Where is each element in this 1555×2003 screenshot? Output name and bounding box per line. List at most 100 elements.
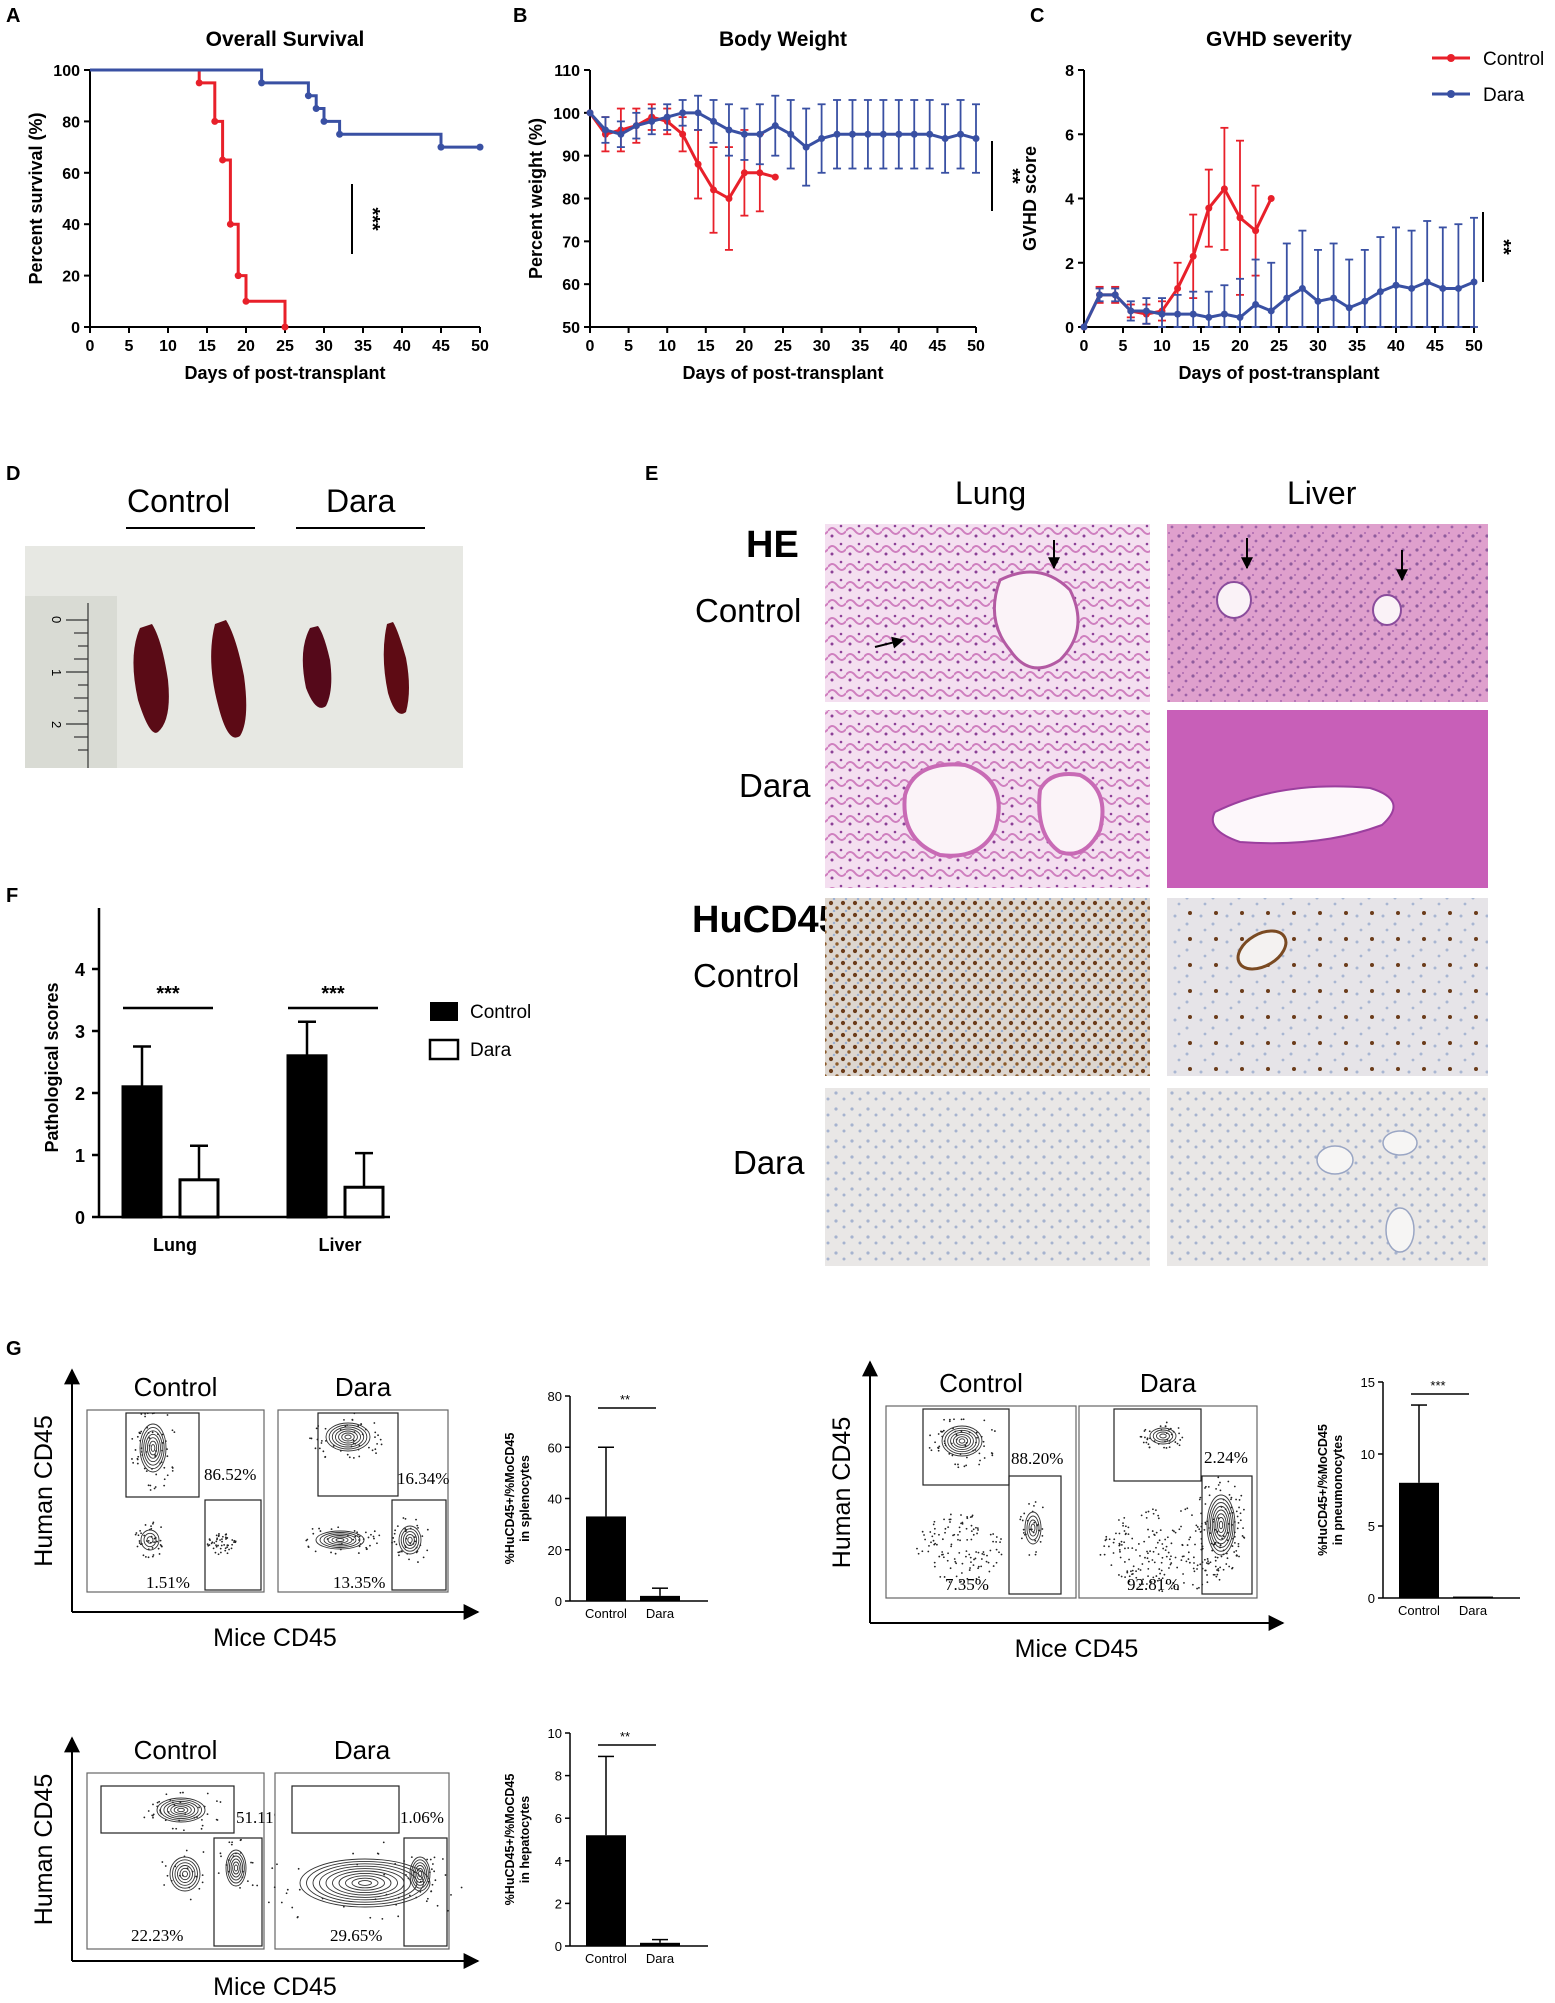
chart-title: Body Weight	[719, 28, 847, 51]
event-dot	[1128, 1575, 1131, 1578]
event-dot	[947, 1552, 949, 1555]
event-dot	[163, 1466, 166, 1469]
panel-label-f: F	[6, 885, 18, 907]
event-dot	[370, 1533, 372, 1536]
event-dot	[312, 1532, 315, 1535]
event-dot	[352, 1457, 355, 1459]
y-axis-label: Percent weight (%)	[526, 118, 546, 279]
event-dot	[163, 1478, 166, 1481]
event-dot	[206, 1792, 209, 1795]
event-dot	[938, 1555, 941, 1558]
contour-ring	[332, 1870, 398, 1896]
contour-ring	[952, 1434, 972, 1448]
contour-ring	[177, 1807, 185, 1813]
event-dot	[933, 1520, 936, 1523]
x-axis-label: Mice CD45	[213, 1624, 337, 1652]
y-tick-label: 4	[1065, 192, 1074, 209]
event-dot	[1201, 1548, 1203, 1551]
contour-ring	[1208, 1498, 1234, 1552]
plot-control: Control 86.52% 1.51%	[86, 1372, 265, 1593]
event-dot	[132, 1461, 135, 1464]
event-dot	[426, 1897, 429, 1900]
contour-ring	[1030, 1523, 1036, 1533]
event-dot	[972, 1533, 975, 1536]
data-point	[1267, 195, 1275, 202]
event-dot	[1162, 1547, 1165, 1550]
data-point	[1189, 252, 1197, 260]
event-dot	[217, 1534, 220, 1537]
event-dot	[1153, 1561, 1156, 1564]
contour-ring	[156, 1797, 206, 1823]
event-dot	[1213, 1543, 1216, 1546]
event-dot	[352, 1439, 355, 1442]
event-dot	[377, 1434, 379, 1437]
contour-ring	[319, 1865, 411, 1901]
event-dot	[285, 1892, 288, 1895]
chart-overall-survival: Overall Survival 0 5 10 15 20 25 30 35 40 45 50 0 20 4…	[26, 28, 489, 383]
event-dot	[322, 1450, 325, 1453]
event-dot	[1237, 1521, 1240, 1524]
event-dot	[1147, 1552, 1149, 1555]
event-dot	[376, 1443, 379, 1445]
event-dot	[397, 1551, 400, 1554]
contour-ring	[174, 1862, 196, 1886]
event-dot	[1105, 1538, 1108, 1541]
event-dot	[231, 1539, 234, 1541]
event-dot	[1214, 1559, 1217, 1562]
event-dot	[1165, 1421, 1168, 1424]
event-dot	[929, 1531, 932, 1533]
event-dot	[1146, 1437, 1149, 1440]
event-dot	[1235, 1510, 1238, 1513]
event-dot	[943, 1518, 945, 1521]
event-dot	[995, 1561, 998, 1564]
contour-ring	[1215, 1513, 1227, 1537]
event-dot	[1163, 1446, 1165, 1449]
y-tick-label: 40	[62, 217, 80, 234]
y-axis-label: Human CD45	[30, 1415, 58, 1566]
event-dot	[342, 1905, 345, 1908]
event-dot	[1137, 1543, 1140, 1545]
event-dot	[1233, 1485, 1236, 1488]
event-dot	[219, 1547, 222, 1550]
spleen-dara-2	[383, 622, 409, 714]
event-dot	[1103, 1553, 1106, 1556]
event-dot	[983, 1445, 985, 1448]
event-dot	[224, 1536, 227, 1539]
x-category-label: Lung	[153, 1235, 197, 1255]
gate	[1008, 1475, 1062, 1595]
event-dot	[1200, 1525, 1203, 1528]
event-dot	[978, 1452, 981, 1455]
event-dot	[965, 1555, 967, 1558]
event-dot	[970, 1530, 973, 1533]
event-dot	[426, 1528, 429, 1531]
event-dot	[215, 1544, 217, 1547]
event-dot	[1211, 1549, 1214, 1552]
y-tick-label: 20	[548, 1543, 562, 1558]
event-dot	[213, 1542, 216, 1544]
event-dot	[286, 1888, 289, 1891]
event-dot	[152, 1521, 155, 1524]
event-dot	[1127, 1547, 1130, 1549]
event-dot	[992, 1533, 995, 1535]
event-dot	[391, 1541, 393, 1544]
data-point	[1189, 310, 1197, 318]
contour-ring	[955, 1436, 969, 1446]
event-dot	[980, 1558, 983, 1560]
event-dot	[233, 1541, 235, 1544]
data-point	[663, 113, 671, 121]
contour-ring	[323, 1533, 357, 1547]
event-dot	[1182, 1573, 1184, 1575]
event-dot	[1243, 1537, 1246, 1539]
event-dot	[1172, 1582, 1175, 1585]
y-axis-label-line1: %HuCD45+/%MoCD45	[503, 1774, 517, 1906]
event-dot	[145, 1470, 148, 1473]
y-axis-label-line2: in hepatocytes	[518, 1796, 532, 1884]
event-dot	[134, 1449, 137, 1451]
event-dot	[1152, 1512, 1155, 1515]
event-dot	[1174, 1556, 1177, 1559]
event-dot	[138, 1542, 141, 1544]
event-dot	[156, 1801, 159, 1804]
data-point	[1205, 204, 1213, 212]
event-dot	[378, 1534, 381, 1537]
